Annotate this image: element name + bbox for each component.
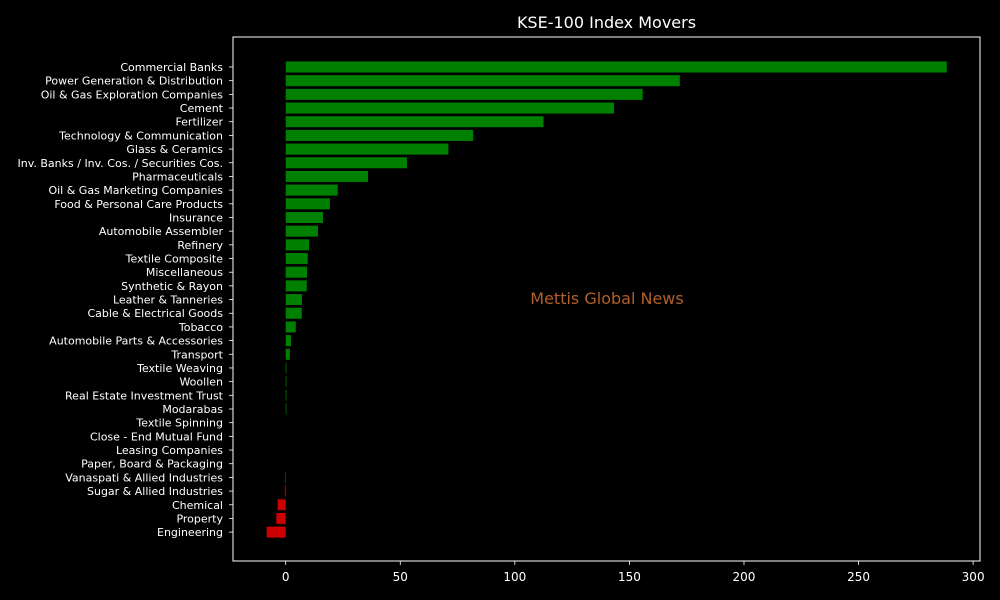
- chart-title: KSE-100 Index Movers: [517, 13, 696, 32]
- x-tick-label: 0: [282, 570, 290, 584]
- category-label: Pharmaceuticals: [132, 170, 223, 183]
- x-axis-ticks: 0 50 100 150 200 250 300: [282, 561, 985, 584]
- bar: [285, 116, 544, 128]
- bar: [285, 376, 287, 388]
- bar: [285, 170, 368, 182]
- category-label: Engineering: [157, 526, 223, 539]
- bar: [285, 266, 308, 278]
- bar: [285, 211, 324, 223]
- category-label: Close - End Mutual Fund: [90, 430, 223, 443]
- category-label: Fertilizer: [175, 116, 223, 129]
- category-label: Oil & Gas Marketing Companies: [48, 184, 223, 197]
- category-label: Chemical: [172, 499, 223, 512]
- bar: [285, 471, 286, 483]
- category-label: Glass & Ceramics: [126, 143, 223, 156]
- category-label: Inv. Banks / Inv. Cos. / Securities Cos.: [18, 157, 223, 170]
- plot-frame: [232, 36, 981, 562]
- bar: [285, 307, 302, 319]
- bar: [285, 362, 287, 374]
- category-label: Textile Composite: [125, 253, 224, 266]
- bar: [285, 198, 330, 210]
- bar: [285, 143, 449, 155]
- bar: [285, 294, 302, 306]
- x-tick-label: 100: [503, 570, 526, 584]
- x-tick-label: 200: [733, 570, 756, 584]
- bar: [285, 389, 287, 401]
- category-label: Leather & Tanneries: [113, 294, 223, 307]
- bar: [285, 157, 407, 169]
- category-label: Transport: [170, 348, 223, 361]
- watermark-text: Mettis Global News: [530, 289, 683, 308]
- x-tick-label: 150: [618, 570, 641, 584]
- category-label: Real Estate Investment Trust: [65, 389, 224, 402]
- bar: [285, 129, 474, 141]
- category-label: Oil & Gas Exploration Companies: [41, 88, 224, 101]
- category-label: Cement: [180, 102, 224, 115]
- bar: [285, 348, 290, 360]
- bar: [285, 225, 319, 237]
- bar: [285, 184, 338, 196]
- category-label: Power Generation & Distribution: [45, 75, 223, 88]
- category-label: Insurance: [169, 211, 223, 224]
- category-label: Woollen: [179, 376, 223, 389]
- category-label: Synthetic & Rayon: [121, 280, 223, 293]
- x-tick-label: 250: [847, 570, 870, 584]
- category-label: Miscellaneous: [146, 266, 223, 279]
- category-label: Automobile Assembler: [99, 225, 224, 238]
- bar: [285, 321, 296, 333]
- category-label: Cable & Electrical Goods: [87, 307, 223, 320]
- category-label: Commercial Banks: [120, 61, 223, 74]
- bar: [285, 239, 310, 251]
- category-label: Tobacco: [178, 321, 223, 334]
- bar: [266, 526, 286, 538]
- bar: [284, 485, 286, 497]
- category-label: Textile Weaving: [136, 362, 223, 375]
- x-tick-label: 50: [393, 570, 408, 584]
- bar: [285, 403, 287, 415]
- bar: [285, 102, 615, 114]
- bar: [285, 61, 947, 73]
- category-label: Automobile Parts & Accessories: [49, 335, 223, 348]
- category-label: Technology & Communication: [58, 129, 223, 142]
- category-label: Sugar & Allied Industries: [87, 485, 223, 498]
- x-tick-label: 300: [962, 570, 985, 584]
- bars-group: [266, 61, 947, 538]
- category-label: Food & Personal Care Products: [54, 198, 223, 211]
- category-label: Leasing Companies: [116, 444, 223, 457]
- bar: [285, 335, 291, 347]
- bar: [285, 75, 680, 87]
- bar: [285, 88, 643, 100]
- category-label: Vanaspati & Allied Industries: [65, 471, 223, 484]
- bar: [285, 280, 307, 292]
- category-label: Paper, Board & Packaging: [81, 458, 223, 471]
- bar: [277, 499, 286, 511]
- bar: [276, 512, 286, 524]
- category-label: Refinery: [177, 239, 223, 252]
- bar: [285, 253, 308, 265]
- category-label: Modarabas: [162, 403, 223, 416]
- category-label: Property: [176, 512, 223, 525]
- category-label: Textile Spinning: [135, 417, 223, 430]
